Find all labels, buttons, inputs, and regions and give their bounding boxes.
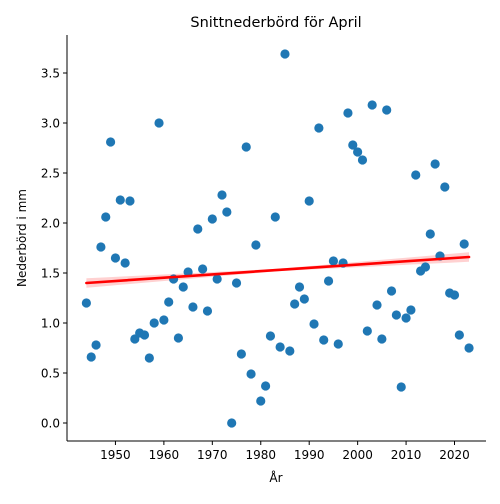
data-point [183, 267, 193, 277]
data-point [188, 302, 198, 312]
data-point [212, 274, 222, 284]
data-point [420, 262, 431, 272]
data-point [285, 346, 295, 356]
x-tick-label: 1950 [100, 448, 131, 462]
data-point [362, 326, 372, 336]
data-point [328, 256, 339, 266]
data-point [411, 170, 421, 180]
data-point [178, 282, 188, 292]
data-point [154, 118, 164, 128]
x-tick-label: 1970 [197, 448, 228, 462]
data-point [319, 335, 329, 345]
x-tick-label: 1990 [294, 448, 325, 462]
chart-title: Snittnederbörd för April [190, 15, 361, 31]
x-tick-label: 2020 [439, 448, 470, 462]
y-tick-label: 0.0 [41, 416, 60, 430]
data-point [454, 330, 464, 340]
data-point [299, 294, 309, 304]
y-tick-label: 2.0 [41, 216, 60, 230]
data-point [464, 343, 474, 353]
data-point [290, 299, 300, 309]
x-tick-label: 1960 [149, 448, 180, 462]
trend-line [85, 255, 471, 285]
data-point [101, 212, 111, 222]
data-point [217, 190, 227, 200]
y-axis-label: Nederbörd i mm [15, 189, 29, 287]
data-point [314, 123, 324, 133]
data-point [198, 264, 208, 274]
data-point [377, 334, 387, 344]
data-point [91, 340, 101, 350]
data-point [164, 297, 174, 307]
data-point [357, 155, 368, 165]
data-point [309, 319, 319, 329]
data-point [86, 352, 96, 362]
data-point [96, 242, 106, 252]
axes-layer: 1950 1960 1970 1980 1990 2000 2010 2020 0.0 0.5 1.… [41, 35, 486, 462]
data-point [115, 195, 125, 205]
y-tick-label: 0.5 [41, 366, 60, 380]
data-point [110, 253, 121, 263]
data-point [396, 382, 406, 392]
data-point [236, 349, 246, 359]
data-point [348, 140, 358, 150]
data-point [406, 305, 416, 315]
data-point [386, 286, 397, 296]
y-tick-label: 1.5 [41, 266, 60, 280]
data-point [449, 290, 460, 300]
data-point [193, 224, 203, 234]
y-tick-label: 2.5 [41, 166, 60, 180]
points-layer [81, 49, 474, 428]
data-point [231, 278, 242, 288]
data-point [222, 207, 232, 217]
data-point [343, 108, 353, 118]
data-point [120, 258, 130, 268]
data-point [207, 214, 217, 224]
data-point [430, 159, 440, 169]
data-point [367, 100, 377, 110]
data-point [246, 369, 256, 379]
data-point [401, 313, 411, 323]
data-point [227, 418, 237, 428]
trend-line-layer [85, 255, 471, 285]
data-point [125, 196, 135, 206]
x-tick-label: 2010 [391, 448, 422, 462]
data-point [382, 105, 392, 115]
data-point [159, 315, 169, 325]
data-point [304, 196, 314, 206]
data-point [333, 339, 343, 349]
data-point [353, 147, 363, 157]
data-point [241, 142, 251, 152]
data-point [391, 310, 401, 320]
data-point [425, 229, 435, 239]
data-point [202, 306, 213, 316]
data-point [280, 49, 290, 59]
data-point [265, 331, 276, 341]
data-point [256, 396, 266, 406]
data-point [81, 298, 91, 308]
data-point [106, 137, 116, 147]
x-axis-label: År [269, 470, 282, 485]
data-point [440, 182, 450, 192]
data-point [144, 353, 154, 363]
data-point [251, 240, 261, 250]
data-point [270, 212, 280, 222]
data-point [275, 342, 285, 352]
data-point [372, 300, 382, 310]
data-point [139, 330, 150, 340]
data-point [459, 239, 469, 249]
data-point [323, 276, 334, 286]
y-tick-label: 3.5 [41, 66, 60, 80]
data-point [173, 333, 184, 343]
x-tick-label: 1980 [245, 448, 276, 462]
y-tick-label: 3.0 [41, 116, 60, 130]
y-tick-label: 1.0 [41, 316, 60, 330]
data-point [261, 381, 271, 391]
x-tick-label: 2000 [342, 448, 373, 462]
data-point [294, 282, 305, 292]
data-point [149, 318, 159, 328]
